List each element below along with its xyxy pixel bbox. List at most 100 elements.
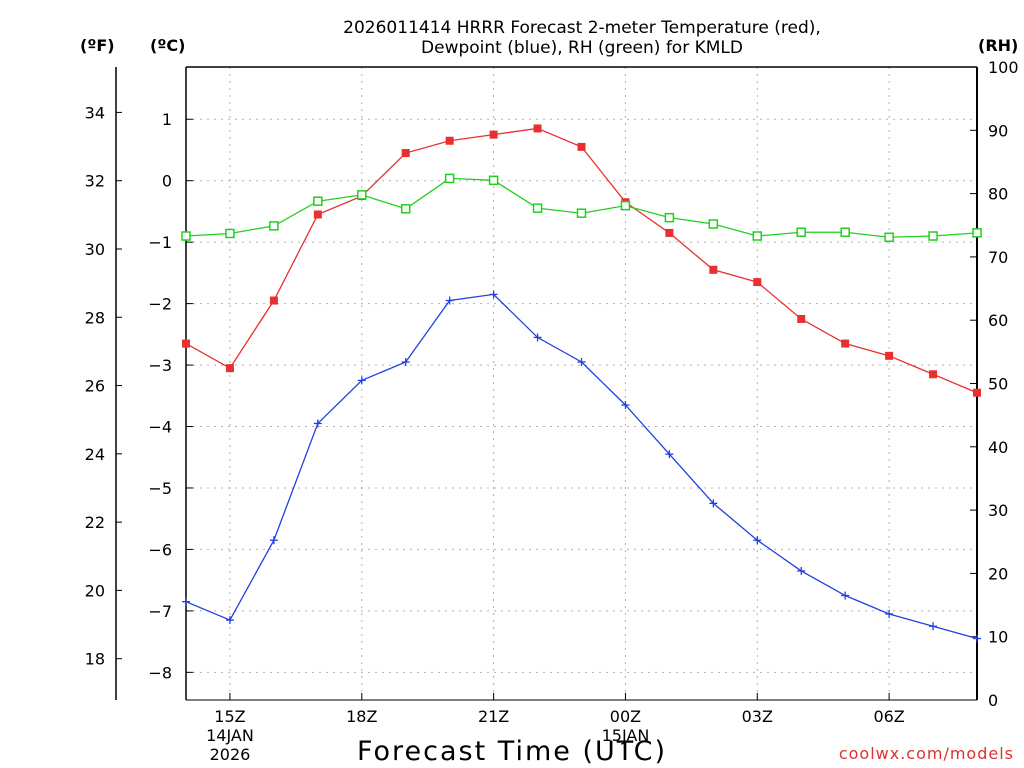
dewpoint-point: [709, 499, 718, 508]
dewpoint-point: [621, 401, 630, 410]
dewpoint-point: [225, 616, 234, 625]
date-tick-label: 15JAN: [602, 726, 650, 745]
celsius-tick-label: −5: [148, 479, 172, 498]
temperature-series-line: [185, 127, 978, 394]
temperature-point: [401, 149, 410, 158]
fahrenheit-tick-label: 32: [85, 172, 105, 191]
rh-point: [620, 200, 631, 211]
dewpoint-point: [841, 591, 850, 600]
rh-tick-label: 10: [988, 628, 1008, 647]
celsius-tick-label: −7: [148, 602, 172, 621]
celsius-tick-label: −3: [148, 356, 172, 375]
celsius-tick-label: −4: [148, 418, 172, 437]
fahrenheit-tick-label: 24: [85, 445, 105, 464]
temperature-point: [885, 351, 894, 360]
temperature-point: [665, 228, 674, 237]
temperature-point: [445, 136, 454, 145]
temperature-point: [929, 370, 938, 379]
rh-tick-label: 20: [988, 564, 1008, 583]
rh-point: [400, 204, 411, 214]
dewpoint-point: [313, 419, 322, 428]
dewpoint-point: [753, 536, 762, 545]
dewpoint-point: [973, 634, 981, 643]
rh-tick-label: 90: [988, 121, 1008, 140]
celsius-tick-label: −6: [148, 540, 172, 559]
fahrenheit-tick-label: 22: [85, 513, 105, 532]
rh-point: [840, 227, 850, 237]
rh-point: [444, 173, 455, 184]
temperature-point: [753, 278, 762, 287]
temperature-point: [709, 265, 718, 274]
rh-point: [313, 196, 323, 206]
dewpoint-point: [533, 333, 542, 342]
axes-layer: 10−1−2−3−4−5−6−7−83432302826242220181009…: [85, 58, 1019, 764]
celsius-tick-label: 1: [162, 110, 172, 129]
dewpoint-point: [182, 597, 190, 606]
time-tick-label: 06Z: [873, 707, 904, 726]
rh-tick-label: 60: [988, 311, 1008, 330]
dewpoint-point: [357, 376, 366, 385]
dewpoint-point: [489, 290, 498, 299]
rh-point: [884, 232, 894, 243]
fahrenheit-unit-label: (ºF): [80, 36, 115, 55]
rh-point: [752, 231, 763, 241]
series-layer: [181, 124, 982, 643]
fahrenheit-tick-label: 20: [85, 581, 105, 600]
fahrenheit-tick-label: 28: [85, 308, 105, 327]
rh-tick-label: 80: [988, 185, 1008, 204]
celsius-tick-label: −8: [148, 663, 172, 682]
rh-point: [796, 227, 806, 237]
temperature-point: [489, 130, 498, 139]
rh-point: [664, 212, 675, 223]
rh-point: [928, 231, 938, 241]
chart-title-line-2: Dewpoint (blue), RH (green) for KMLD: [421, 38, 743, 58]
dewpoint-point: [665, 450, 674, 459]
fahrenheit-tick-label: 30: [85, 240, 105, 259]
source-credit[interactable]: coolwx.com/models: [838, 744, 1014, 763]
time-tick-label: 21Z: [478, 707, 509, 726]
rh-point: [532, 203, 543, 213]
dewpoint-point: [445, 296, 454, 305]
date-tick-label: 14JAN: [206, 726, 254, 745]
celsius-tick-label: −2: [148, 295, 172, 314]
celsius-unit-label: (ºC): [150, 36, 186, 55]
fahrenheit-tick-label: 34: [85, 103, 105, 122]
temperature-point: [225, 364, 234, 373]
dewpoint-point: [929, 622, 938, 631]
x-axis-label: Forecast Time (UTC): [356, 736, 668, 767]
rh-tick-label: 50: [988, 375, 1008, 394]
dewpoint-point: [797, 566, 806, 575]
celsius-tick-label: 0: [162, 172, 172, 191]
temperature-point: [182, 339, 190, 348]
time-tick-label: 15Z: [214, 707, 245, 726]
rh-tick-label: 100: [988, 58, 1019, 77]
rh-point: [488, 175, 499, 186]
rh-point: [269, 221, 279, 231]
temperature-point: [269, 296, 278, 305]
rh-point: [972, 228, 982, 238]
temperature-point: [973, 388, 981, 397]
rh-tick-label: 40: [988, 438, 1008, 457]
celsius-tick-label: −1: [148, 233, 172, 252]
rh-series-line: [185, 177, 978, 238]
temperature-point: [577, 142, 586, 151]
time-tick-label: 18Z: [346, 707, 377, 726]
dewpoint-point: [401, 357, 410, 366]
year-tick-label: 2026: [210, 745, 251, 764]
rh-point: [576, 208, 587, 218]
dewpoint-series-line: [185, 293, 978, 640]
rh-point: [708, 219, 719, 229]
rh-point: [225, 228, 235, 239]
dewpoint-point: [577, 357, 586, 366]
rh-unit-label: (RH): [978, 36, 1019, 55]
fahrenheit-tick-label: 26: [85, 377, 105, 396]
rh-tick-label: 30: [988, 501, 1008, 520]
rh-tick-label: 0: [988, 691, 998, 710]
time-tick-label: 00Z: [610, 707, 641, 726]
temperature-point: [797, 314, 806, 323]
time-tick-label: 03Z: [742, 707, 773, 726]
dewpoint-point: [885, 609, 894, 618]
temperature-point: [841, 339, 850, 348]
fahrenheit-tick-label: 18: [85, 650, 105, 669]
